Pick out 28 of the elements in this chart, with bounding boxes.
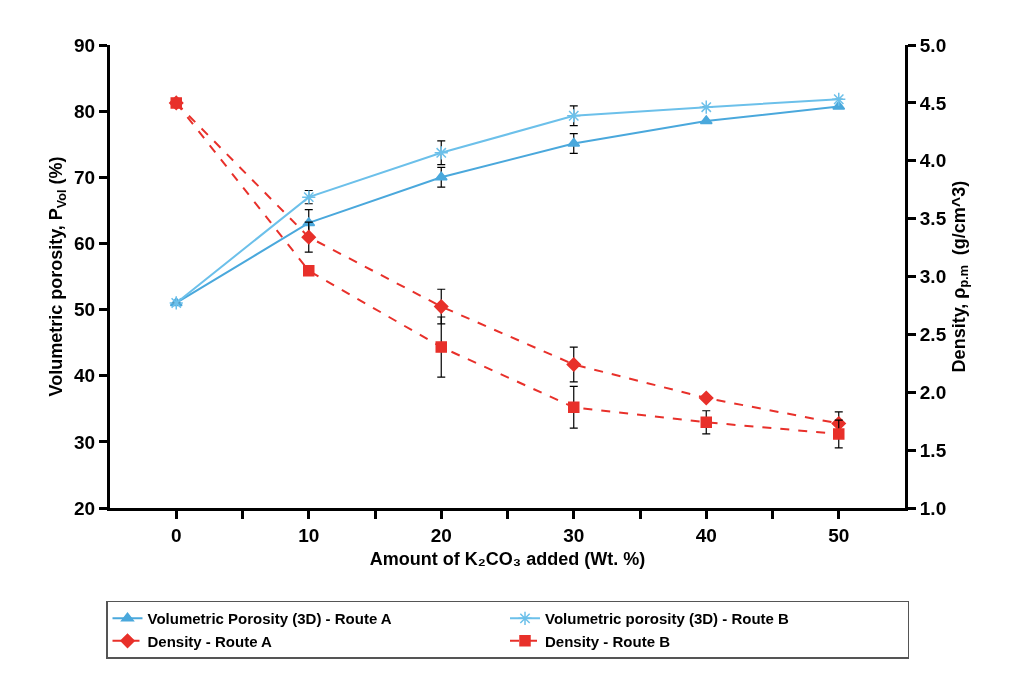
y-tick-label: 30 [74,431,96,453]
y-tick-label: 50 [74,299,96,321]
legend-label: Volumetric porosity (3D) - Route B [545,610,790,628]
legend-label: Density - Route A [147,632,273,650]
x-tick-label: 30 [563,524,585,546]
y2-tick-label: 3.5 [919,208,947,230]
y2-tick-label: 1.5 [919,439,947,461]
x-axis-title: Amount of K₂CO₃ added (Wt. %) [369,548,646,569]
y-tick-label: 20 [74,497,96,519]
y-tick-label: 80 [74,100,96,122]
x-tick-label: 50 [828,524,850,546]
x-tick-label: 10 [298,524,320,546]
y2-tick-label: 2.5 [919,324,947,346]
y2-tick-label: 4.0 [919,150,947,172]
legend-label: Density - Route B [545,632,671,650]
y2-tick-label: 1.0 [919,497,947,519]
y2-tick-label: 4.5 [919,92,947,114]
y2-tick-label: 3.0 [919,266,947,288]
y2-tick-label: 2.0 [919,381,947,403]
x-tick-label: 0 [170,524,182,546]
y-tick-label: 60 [74,233,96,255]
x-tick-label: 20 [430,524,452,546]
legend-label: Volumetric Porosity (3D) - Route A [147,610,392,628]
y-tick-label: 70 [74,166,96,188]
x-tick-label: 40 [695,524,717,546]
y2-tick-label: 5.0 [919,34,947,56]
y-tick-label: 40 [74,365,96,387]
y-tick-label: 90 [74,34,96,56]
